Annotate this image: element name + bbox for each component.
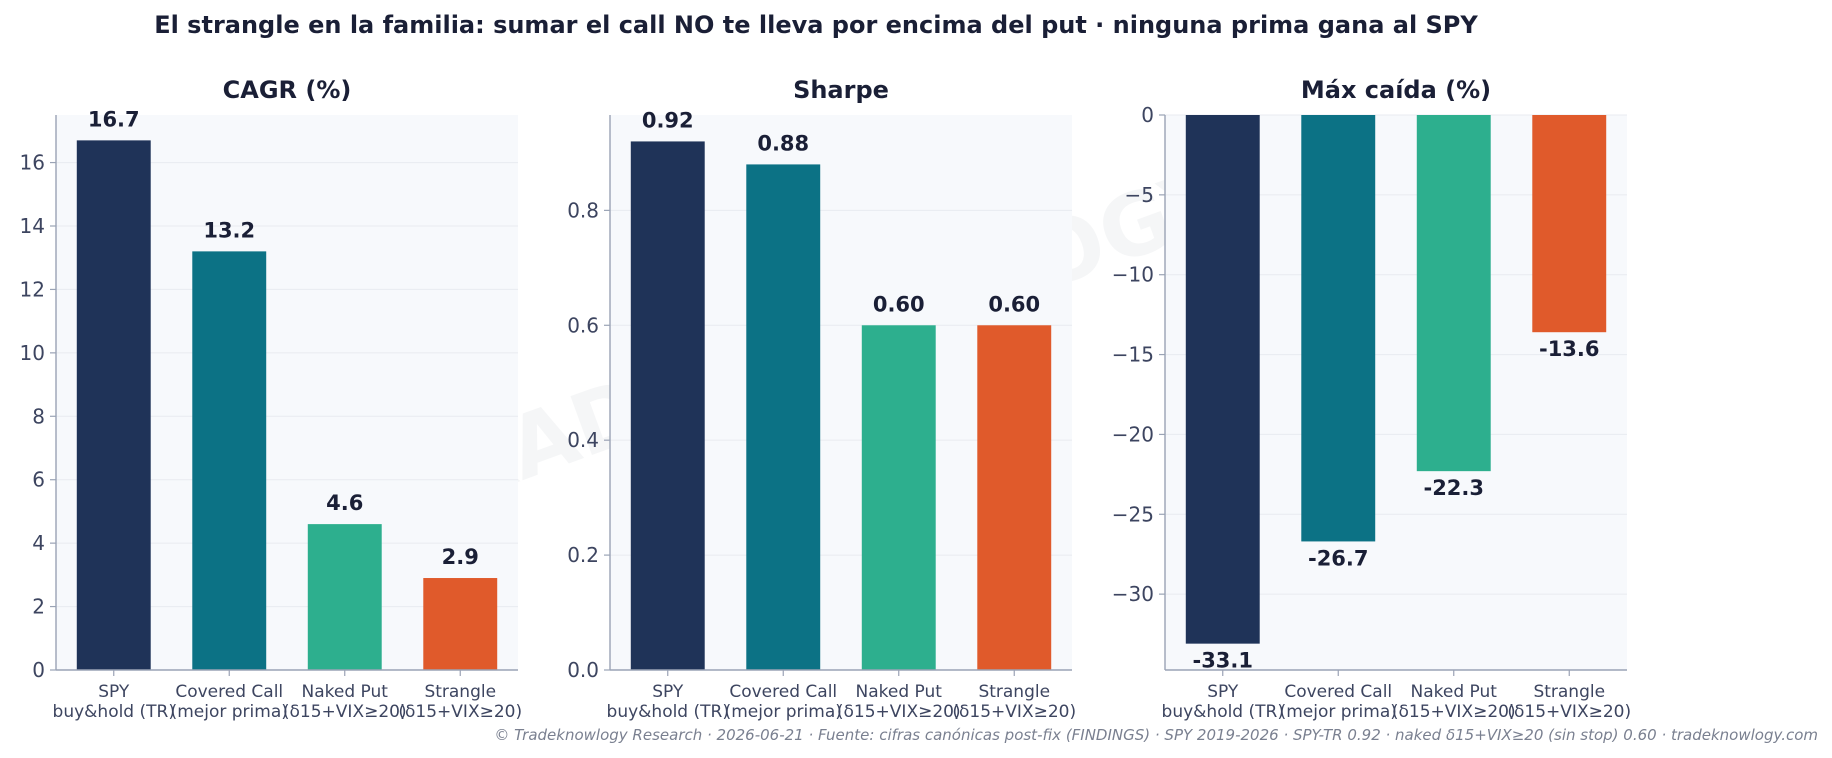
footer-credits: © Tradeknowlogy Research · 2026-06-21 · … xyxy=(494,726,1818,744)
y-tick-label: 8 xyxy=(32,404,45,428)
y-tick-label: 16 xyxy=(20,151,45,175)
data-label: 2.9 xyxy=(442,545,479,569)
y-tick-label: 4 xyxy=(32,531,45,555)
x-tick-label: Strangle (δ15+VIX≥20) xyxy=(1507,682,1631,722)
bar-spy xyxy=(1185,115,1260,644)
bar-naked-put xyxy=(861,325,936,670)
x-tick-label: SPY buy&hold (TR) xyxy=(1162,682,1284,722)
bar-strangle xyxy=(423,578,498,670)
x-tick-label: SPY buy&hold (TR) xyxy=(607,682,729,722)
data-label: -22.3 xyxy=(1423,476,1484,500)
x-tick-label: Naked Put (δ15+VIX≥20) xyxy=(283,682,407,722)
data-label: 4.6 xyxy=(326,491,363,515)
y-tick-label: 0.0 xyxy=(567,658,599,682)
y-tick-label: 6 xyxy=(32,468,45,492)
y-tick-label: 0.6 xyxy=(567,313,599,337)
data-label: 13.2 xyxy=(203,218,255,242)
bar-naked-put xyxy=(307,524,382,670)
bar-spy xyxy=(76,140,151,670)
y-tick-label: −10 xyxy=(1112,263,1154,287)
x-tick-label: Covered Call (mejor prima) xyxy=(171,682,288,722)
bar-strangle xyxy=(977,325,1052,670)
y-tick-label: −5 xyxy=(1125,183,1154,207)
y-tick-label: −20 xyxy=(1112,422,1154,446)
panel-max-caida: Máx caída (%) 0 −5 −10 −15 −20 −25 −30 -33.1 SPY b… xyxy=(1112,76,1631,722)
x-tick-label: Covered Call (mejor prima) xyxy=(725,682,842,722)
y-tick-label: 0 xyxy=(1141,103,1154,127)
y-tick-label: −15 xyxy=(1112,343,1154,367)
chart-panels: CAGR (%) 0 2 4 6 8 10 12 14 16 16.7 SPY buy&hold (TR… xyxy=(20,76,1632,722)
y-tick-label: 12 xyxy=(20,277,45,301)
data-label: 0.92 xyxy=(642,108,694,132)
bar-covered-call xyxy=(192,251,267,670)
panel-cagr: CAGR (%) 0 2 4 6 8 10 12 14 16 16.7 SPY buy&hold (TR… xyxy=(20,76,523,722)
data-label: -33.1 xyxy=(1192,649,1253,673)
y-tick-label: −30 xyxy=(1112,582,1154,606)
x-tick-label: Naked Put (δ15+VIX≥20) xyxy=(1392,682,1516,722)
bar-covered-call xyxy=(746,164,821,670)
x-tick-label: Strangle (δ15+VIX≥20) xyxy=(398,682,522,722)
y-tick-label: 0.8 xyxy=(567,198,599,222)
bar-naked-put xyxy=(1416,115,1491,472)
data-label: 0.88 xyxy=(757,131,809,155)
bar-strangle xyxy=(1532,115,1607,333)
y-tick-label: 0.2 xyxy=(567,543,599,567)
x-tick-label: Naked Put (δ15+VIX≥20) xyxy=(837,682,961,722)
bar-spy xyxy=(630,141,705,670)
y-tick-label: 14 xyxy=(20,214,45,238)
data-label: -26.7 xyxy=(1308,546,1369,570)
y-tick-label: −25 xyxy=(1112,502,1154,526)
x-tick-label: Covered Call (mejor prima) xyxy=(1280,682,1397,722)
panel-title: CAGR (%) xyxy=(223,76,352,104)
data-label: 0.60 xyxy=(873,292,925,316)
data-label: -13.6 xyxy=(1539,337,1600,361)
y-tick-label: 0 xyxy=(32,658,45,682)
y-tick-label: 2 xyxy=(32,595,45,619)
panel-sharpe: Sharpe 0.0 0.2 0.4 0.6 0.8 0.92 SPY buy&hold (TR… xyxy=(567,76,1076,722)
panel-title: Máx caída (%) xyxy=(1301,76,1491,104)
data-label: 16.7 xyxy=(88,107,140,131)
y-tick-label: 0.4 xyxy=(567,428,599,452)
data-label: 0.60 xyxy=(988,292,1040,316)
panel-title: Sharpe xyxy=(793,76,889,104)
y-tick-label: 10 xyxy=(20,341,45,365)
figure-title: El strangle en la familia: sumar el call… xyxy=(154,11,1478,39)
x-tick-label: Strangle (δ15+VIX≥20) xyxy=(952,682,1076,722)
bar-covered-call xyxy=(1301,115,1376,542)
x-tick-label: SPY buy&hold (TR) xyxy=(53,682,175,722)
